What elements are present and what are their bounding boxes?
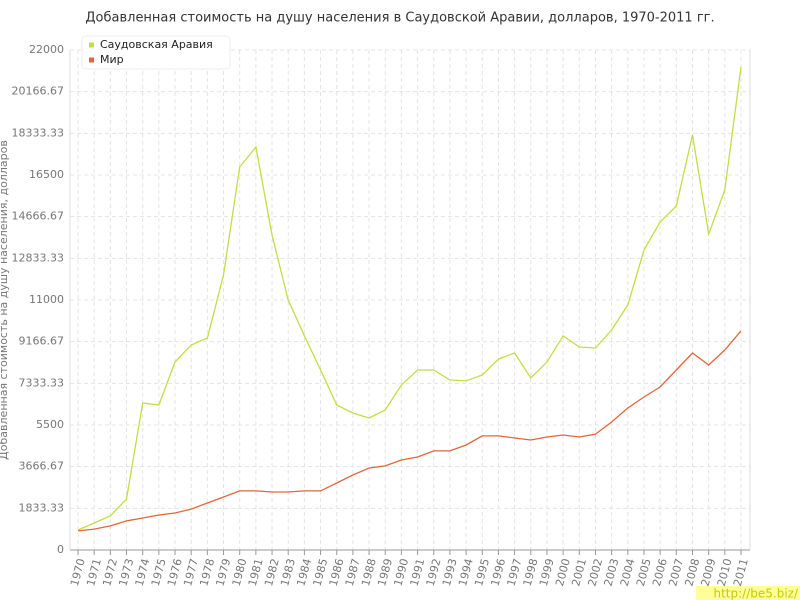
legend-swatch — [89, 42, 94, 48]
y-tick-label: 20166.67 — [12, 85, 65, 98]
y-tick-label: 14666.67 — [12, 210, 65, 223]
y-tick-label: 5500 — [36, 418, 64, 431]
y-tick-label: 22000 — [29, 43, 64, 56]
legend-label: Мир — [100, 53, 124, 66]
y-tick-label: 9166.67 — [19, 335, 65, 348]
watermark-bg — [696, 586, 800, 600]
y-tick-label: 12833.33 — [12, 251, 65, 264]
legend-box — [81, 35, 231, 70]
y-axis-title: Добавленная стоимость на душу населения,… — [0, 140, 10, 460]
chart-title: Добавленная стоимость на душу населения … — [85, 11, 714, 26]
watermark: http://be5.biz/ — [713, 587, 798, 600]
y-tick-label: 0 — [57, 543, 64, 556]
y-tick-label: 16500 — [29, 168, 64, 181]
y-tick-label: 3666.67 — [19, 460, 65, 473]
y-tick-label: 7333.33 — [19, 376, 65, 389]
y-tick-label: 1833.33 — [19, 501, 65, 514]
legend-label: Саудовская Аравия — [100, 38, 213, 51]
series-line — [77, 66, 742, 531]
y-tick-label: 18333.33 — [12, 126, 65, 139]
y-tick-label: 11000 — [29, 293, 64, 306]
legend-swatch — [89, 57, 94, 63]
series-line — [77, 330, 742, 532]
